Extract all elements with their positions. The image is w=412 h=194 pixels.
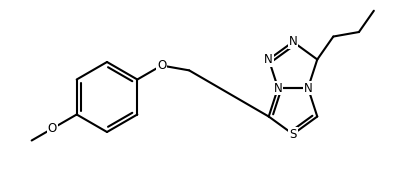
Text: S: S	[289, 128, 297, 141]
Text: O: O	[48, 122, 57, 135]
Text: N: N	[265, 53, 273, 66]
Text: N: N	[304, 81, 312, 94]
Text: N: N	[274, 81, 282, 94]
Text: N: N	[289, 35, 297, 48]
Text: O: O	[157, 59, 166, 72]
